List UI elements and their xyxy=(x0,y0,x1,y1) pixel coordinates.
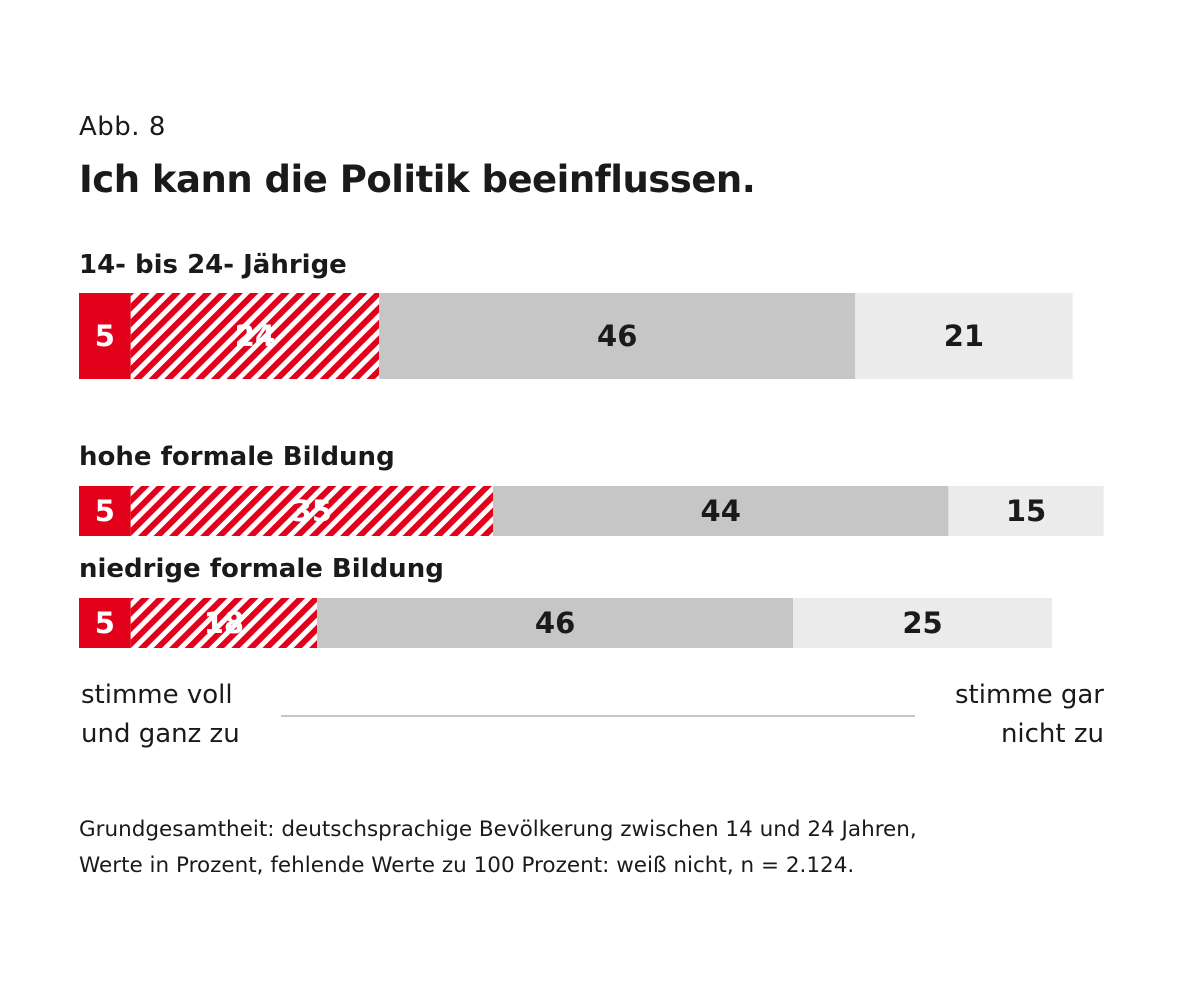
segment-stimme-eher-nicht-label: 46 xyxy=(535,606,575,640)
figure-label: Abb. 8 xyxy=(79,112,166,142)
segment-stimme-voll xyxy=(79,486,131,536)
footnote-line-2: Werte in Prozent, fehlende Werte zu 100 … xyxy=(79,853,855,878)
segment-stimme-voll-label: 5 xyxy=(95,319,115,353)
segment-stimme-gar-nicht xyxy=(855,293,1073,379)
chart-title: Ich kann die Politik beeinflussen. xyxy=(79,158,756,201)
segment-stimme-eher-nicht xyxy=(317,598,794,648)
segment-stimme-gar-nicht-label: 25 xyxy=(902,606,942,640)
segment-stimme-gar-nicht xyxy=(793,598,1052,648)
bar-row-1: 5 24 46 21 xyxy=(79,293,1073,379)
segment-stimme-gar-nicht xyxy=(948,486,1104,536)
segment-stimme-eher xyxy=(130,293,380,379)
scale-left-line-1: stimme voll xyxy=(81,680,233,710)
segment-stimme-eher-nicht-label: 46 xyxy=(597,319,637,353)
row-label-3: niedrige formale Bildung xyxy=(79,554,444,584)
footnote-line-1: Grundgesamtheit: deutschsprachige Bevölk… xyxy=(79,817,917,842)
segment-stimme-voll xyxy=(79,598,131,648)
segment-stimme-eher-label: 24 xyxy=(235,319,275,353)
segment-stimme-eher xyxy=(130,598,318,648)
segment-stimme-gar-nicht-label: 15 xyxy=(1006,494,1046,528)
scale-right-label: stimme gar nicht zu xyxy=(955,676,1104,754)
scale-left-line-2: und ganz zu xyxy=(81,719,240,749)
segment-stimme-gar-nicht-label: 21 xyxy=(944,319,984,353)
segment-stimme-eher-nicht xyxy=(493,486,949,536)
scale-right-line-2: nicht zu xyxy=(1000,719,1104,749)
segment-stimme-voll xyxy=(79,293,131,379)
segment-stimme-eher-nicht xyxy=(379,293,856,379)
footnote: Grundgesamtheit: deutschsprachige Bevölk… xyxy=(79,812,917,884)
bar-row-3: 5 18 46 25 xyxy=(79,598,1052,648)
scale-left-label: stimme voll und ganz zu xyxy=(81,676,240,754)
scale-right-line-1: stimme gar xyxy=(954,680,1104,710)
row-label-1: 14- bis 24- Jährige xyxy=(79,250,347,280)
segment-stimme-eher-nicht-label: 44 xyxy=(701,494,741,528)
bar-row-2: 5 35 44 15 xyxy=(79,486,1104,536)
segment-stimme-eher-label: 35 xyxy=(292,494,332,528)
segment-stimme-voll-label: 5 xyxy=(95,494,115,528)
segment-stimme-eher-label: 18 xyxy=(204,606,244,640)
scale-line xyxy=(281,715,915,717)
row-label-2: hohe formale Bildung xyxy=(79,442,395,472)
segment-stimme-eher xyxy=(130,486,493,536)
segment-stimme-voll-label: 5 xyxy=(95,606,115,640)
